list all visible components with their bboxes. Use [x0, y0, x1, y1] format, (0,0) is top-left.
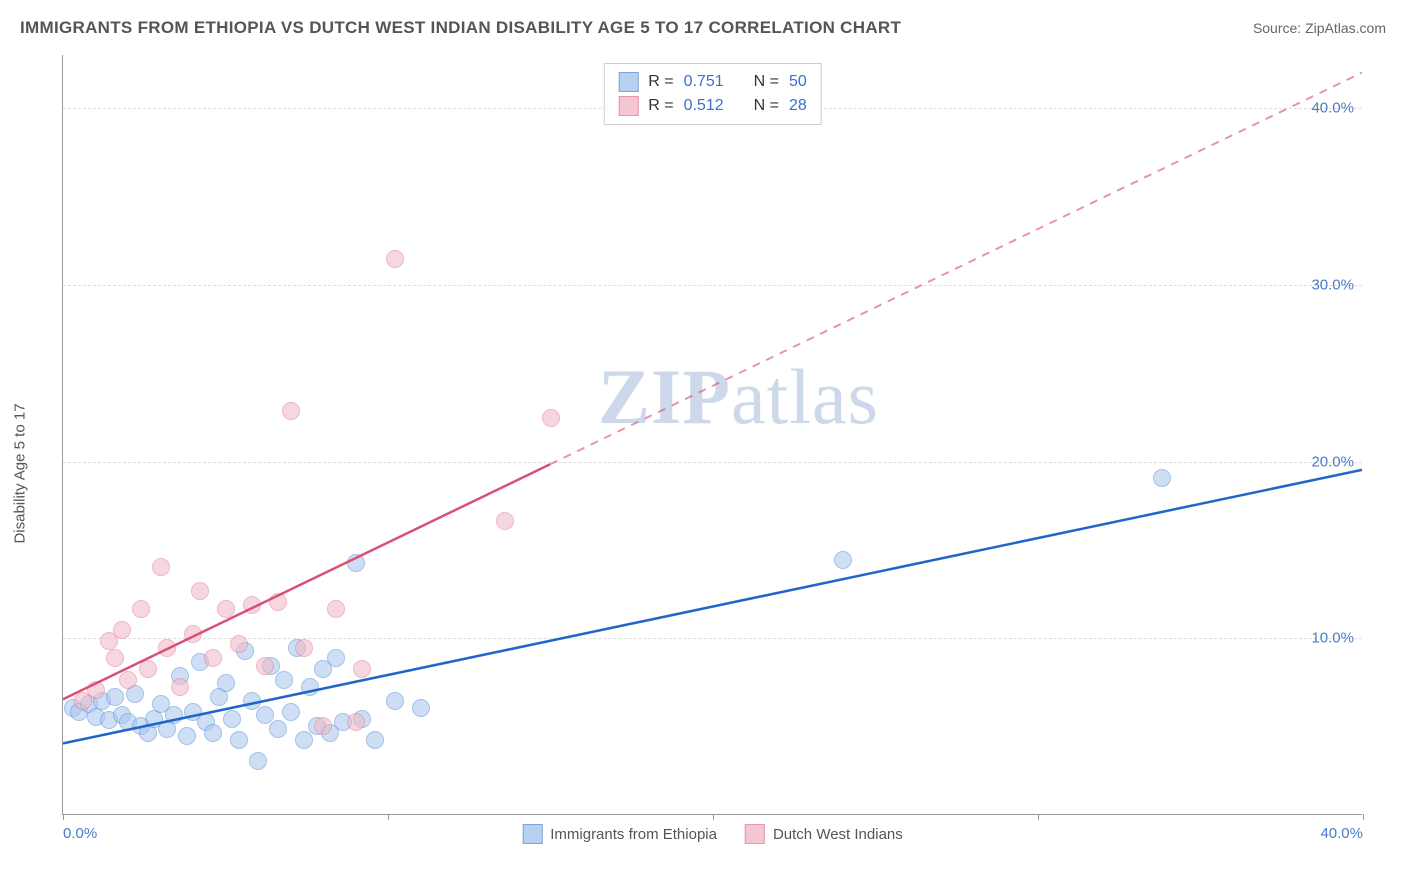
series-legend: Immigrants from Ethiopia Dutch West India… [522, 824, 903, 844]
data-point [834, 551, 852, 569]
legend-r-label: R = [648, 97, 673, 115]
data-point [106, 649, 124, 667]
data-point [295, 639, 313, 657]
data-point [178, 727, 196, 745]
correlation-legend: R = 0.751 N = 50 R = 0.512 N = 28 [603, 63, 822, 125]
data-point [230, 635, 248, 653]
x-tick-label: 0.0% [63, 825, 97, 842]
data-point [184, 625, 202, 643]
data-point [119, 671, 137, 689]
legend-swatch [522, 824, 542, 844]
legend-r-value: 0.512 [684, 97, 724, 115]
data-point [87, 681, 105, 699]
plot-area: ZIPatlas 10.0%20.0%30.0%40.0%0.0%40.0% R… [62, 55, 1362, 815]
data-point [412, 699, 430, 717]
legend-n-label: N = [754, 73, 779, 91]
y-axis-label: Disability Age 5 to 17 [12, 403, 29, 543]
data-point [353, 660, 371, 678]
x-tick-label: 40.0% [1320, 825, 1363, 842]
data-point [1153, 469, 1171, 487]
data-point [217, 674, 235, 692]
data-point [113, 621, 131, 639]
data-point [171, 678, 189, 696]
legend-series-label: Dutch West Indians [773, 826, 903, 843]
legend-row: R = 0.751 N = 50 [618, 70, 807, 94]
data-point [165, 706, 183, 724]
data-point [496, 512, 514, 530]
data-point [295, 731, 313, 749]
legend-n-value: 28 [789, 97, 807, 115]
data-point [386, 250, 404, 268]
chart-title: IMMIGRANTS FROM ETHIOPIA VS DUTCH WEST I… [20, 18, 901, 38]
legend-row: R = 0.512 N = 28 [618, 94, 807, 118]
tick-mark [63, 814, 64, 820]
data-point [106, 688, 124, 706]
data-point [347, 554, 365, 572]
source-attribution: Source: ZipAtlas.com [1253, 20, 1386, 36]
data-point [204, 724, 222, 742]
data-point [230, 731, 248, 749]
data-point [314, 717, 332, 735]
data-point [282, 703, 300, 721]
data-point [301, 678, 319, 696]
legend-series-item: Immigrants from Ethiopia [522, 824, 717, 844]
data-point [275, 671, 293, 689]
legend-swatch [618, 96, 638, 116]
data-point [542, 409, 560, 427]
data-point [366, 731, 384, 749]
data-point [158, 639, 176, 657]
legend-n-label: N = [754, 97, 779, 115]
data-point [327, 649, 345, 667]
data-point [269, 720, 287, 738]
data-point [269, 593, 287, 611]
legend-swatch [618, 72, 638, 92]
data-point [152, 558, 170, 576]
data-point [217, 600, 235, 618]
tick-mark [1363, 814, 1364, 820]
legend-series-item: Dutch West Indians [745, 824, 903, 844]
data-point [243, 596, 261, 614]
data-point [256, 657, 274, 675]
data-point [282, 402, 300, 420]
data-point [191, 582, 209, 600]
tick-mark [388, 814, 389, 820]
data-point [132, 600, 150, 618]
chart-container: Disability Age 5 to 17 ZIPatlas 10.0%20.… [50, 55, 1380, 875]
legend-series-label: Immigrants from Ethiopia [550, 826, 717, 843]
tick-mark [713, 814, 714, 820]
legend-r-value: 0.751 [684, 73, 724, 91]
legend-r-label: R = [648, 73, 673, 91]
data-point [347, 713, 365, 731]
data-point [249, 752, 267, 770]
data-point [327, 600, 345, 618]
legend-n-value: 50 [789, 73, 807, 91]
tick-mark [1038, 814, 1039, 820]
data-point [139, 660, 157, 678]
legend-swatch [745, 824, 765, 844]
data-point [223, 710, 241, 728]
data-point [204, 649, 222, 667]
data-point [386, 692, 404, 710]
